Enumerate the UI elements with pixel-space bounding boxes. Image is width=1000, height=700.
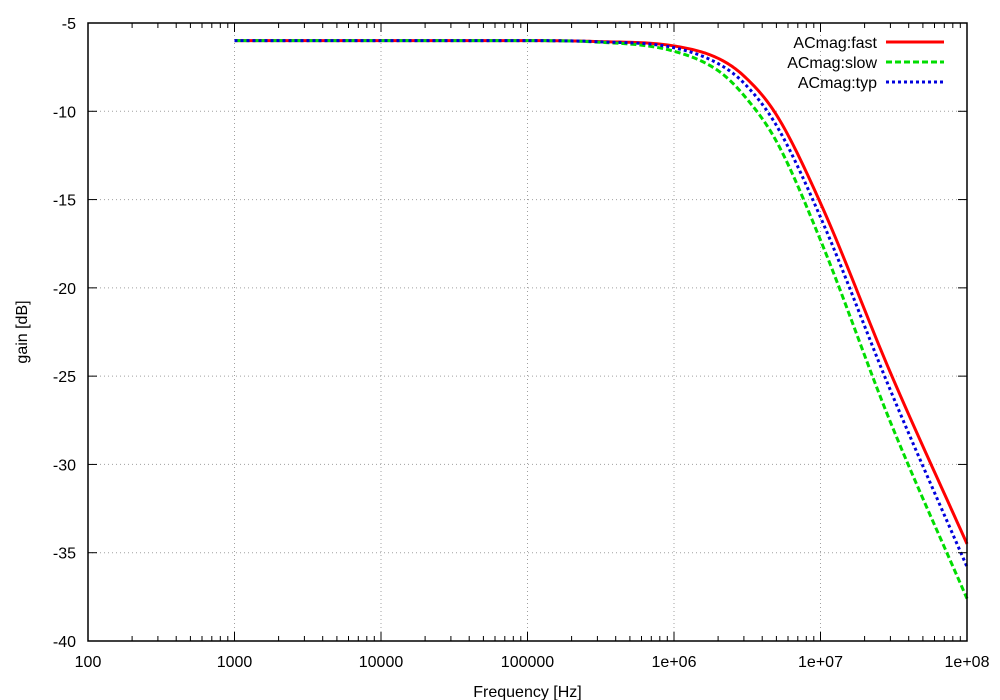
- x-axis-label: Frequency [Hz]: [473, 684, 581, 700]
- x-tick-label: 1000: [217, 654, 253, 671]
- y-tick-label: -15: [53, 193, 76, 210]
- y-tick-label: -10: [53, 104, 76, 121]
- legend-label: ACmag:fast: [793, 35, 877, 52]
- y-tick-label: -20: [53, 281, 76, 298]
- y-axis-label: gain [dB]: [14, 300, 31, 363]
- x-tick-label: 100000: [501, 654, 554, 671]
- y-tick-label: -25: [53, 369, 76, 386]
- y-tick-label: -5: [62, 16, 76, 33]
- x-tick-label: 1e+07: [798, 654, 843, 671]
- y-tick-label: -30: [53, 457, 76, 474]
- y-tick-label: -35: [53, 546, 76, 563]
- legend-label: ACmag:slow: [787, 55, 877, 72]
- x-tick-label: 100: [75, 654, 102, 671]
- x-tick-label: 1e+06: [652, 654, 697, 671]
- axis-ticks: 100 1000 10000 100000 1e+06 1e+07 1e+08 -40 -35 -…: [53, 16, 990, 671]
- legend-label: ACmag:typ: [798, 75, 877, 92]
- x-tick-label: 1e+08: [945, 654, 990, 671]
- y-tick-label: -40: [53, 634, 76, 651]
- x-tick-label: 10000: [359, 654, 404, 671]
- legend: ACmag:fast ACmag:slow ACmag:typ: [787, 35, 944, 92]
